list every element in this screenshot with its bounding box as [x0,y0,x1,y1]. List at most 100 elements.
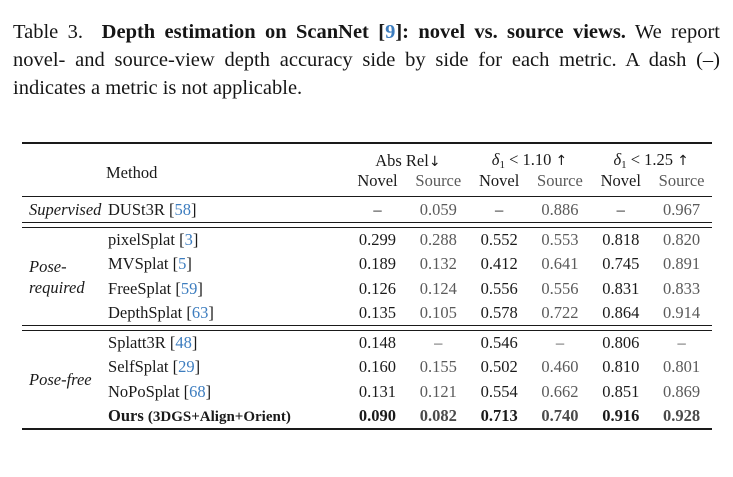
group-label-pose-required: Pose-required [29,256,85,297]
method-name: DUSt3R [108,199,165,219]
method-name: DepthSplat [108,303,183,323]
value-cell: 0.869 [663,381,701,401]
value-cell: 0.412 [480,254,518,274]
value-cell: – [434,333,443,353]
method-cell: MVSplat [5] [108,254,192,274]
value-cell: 0.831 [602,278,640,298]
value-cell: 0.189 [358,254,397,274]
method-variant-label: (3DGS+Align+Orient) [147,409,291,426]
value-cell: 0.502 [480,357,518,377]
value-cell: 0.740 [541,406,579,426]
value-cell: 0.556 [541,278,579,298]
caption-bold-title: Depth estimation on ScanNet [101,21,379,43]
value-cell: 0.886 [541,199,579,219]
value-cell: 0.460 [541,357,579,377]
citation-link[interactable]: 63 [191,303,209,323]
value-cell: 0.126 [358,278,397,298]
value-cell: 0.552 [480,230,518,250]
value-cell: 0.818 [602,230,640,250]
value-cell: 0.135 [358,303,397,323]
method-cell: FreeSplat [59] [108,278,203,298]
value-cell: – [495,199,504,219]
table-row: NoPoSplat [68] 0.131 0.121 0.554 0.662 0… [22,380,712,404]
value-cell: 0.160 [358,357,397,377]
metric-header-delta-110: δ1 < 1.10 ↑ [491,150,568,171]
value-cell: 0.806 [602,333,640,353]
value-cell: 0.810 [602,357,640,377]
subheader-source: Source [415,171,462,190]
value-cell: 0.928 [663,406,701,426]
value-cell: 0.578 [480,303,518,323]
method-cell: DepthSplat [63] [108,303,214,323]
value-cell: 0.851 [602,381,640,401]
table-row: DepthSplat [63] 0.135 0.105 0.578 0.722 … [22,301,712,326]
method-name: Splatt3R [108,333,166,353]
citation-link[interactable]: 5 [178,254,187,274]
citation-link[interactable]: 29 [178,357,195,377]
table-header: Method Abs Rel↓ δ1 < 1.10 ↑ δ1 < 1.25 ↑ … [22,143,712,197]
value-cell: – [616,199,625,219]
value-cell: 0.914 [663,303,701,323]
section-pose-free: Pose-free Splatt3R [48] 0.148 – 0.546 – … [22,330,712,429]
value-cell: 0.082 [419,406,457,426]
value-cell: 0.121 [419,381,457,401]
value-cell: 0.820 [663,230,701,250]
value-cell: 0.833 [663,278,701,298]
group-label-supervised: Supervised [29,200,102,220]
depth-estimation-table: Method Abs Rel↓ δ1 < 1.10 ↑ δ1 < 1.25 ↑ … [22,142,712,431]
value-cell: – [373,199,382,219]
value-cell: 0.722 [541,303,579,323]
value-cell: 0.891 [663,254,701,274]
down-arrow-icon: ↓ [428,153,441,170]
subheader-novel: Novel [600,171,641,190]
method-cell: DUSt3R [58] [108,199,197,219]
value-cell: 0.105 [419,303,457,323]
method-name: NoPoSplat [108,381,180,401]
method-name: SelfSplat [108,357,169,377]
value-cell: 0.864 [602,303,640,323]
method-cell: pixelSplat [3] [108,230,199,250]
group-label-pose-free: Pose-free [29,370,92,390]
citation-link[interactable]: 48 [175,333,192,353]
table-row: Pose-free Splatt3R [48] 0.148 – 0.546 – … [22,330,712,389]
table-caption: Table 3. Depth estimation on ScanNet [9]… [13,21,721,99]
citation-link[interactable]: 58 [174,199,192,219]
section-pose-required: Pose-required pixelSplat [3] 0.299 0.288… [22,227,712,326]
method-cell: Splatt3R [48] [108,333,198,353]
value-cell: 0.155 [419,357,457,377]
subheader-source: Source [658,171,705,190]
value-cell: – [555,333,565,353]
caption-bold-title-2: : novel vs. source views. [402,21,626,43]
empty-corner [22,171,106,197]
value-cell: 0.916 [602,406,640,426]
value-cell: 0.090 [358,406,397,426]
citation-link[interactable]: 68 [189,381,206,401]
metric-header-delta-125: δ1 < 1.25 ↑ [613,150,689,171]
table-row: MVSplat [5] 0.189 0.132 0.412 0.641 0.74… [22,252,712,276]
subheader-source: Source [537,171,583,190]
citation-link[interactable]: 59 [180,278,198,298]
method-cell: SelfSplat [29] [108,357,201,377]
value-cell: 0.745 [602,254,640,274]
value-cell: 0.641 [541,254,579,274]
value-cell: 0.148 [358,333,397,353]
value-cell: 0.801 [663,357,701,377]
caption-citation-link[interactable]: 9 [385,21,396,43]
table-row: FreeSplat [59] 0.126 0.124 0.556 0.556 0… [22,277,712,301]
citation-link[interactable]: 3 [184,230,193,250]
section-divider [22,222,712,228]
table-row: Supervised DUSt3R [58] – 0.059 – 0.886 –… [22,197,712,223]
value-cell: 0.132 [419,254,457,274]
value-cell: – [677,333,686,353]
up-arrow-icon: ↑ [677,153,689,169]
value-cell: 0.713 [480,406,518,426]
method-name: Ours [108,406,144,426]
value-cell: 0.556 [480,278,518,298]
table-row: SelfSplat [29] 0.160 0.155 0.502 0.460 0… [22,355,712,379]
table-row: Pose-required pixelSplat [3] 0.299 0.288… [22,227,712,297]
value-cell: 0.288 [419,230,457,250]
value-cell: 0.662 [541,381,579,401]
method-name: MVSplat [108,254,169,274]
value-cell: 0.124 [419,278,457,298]
